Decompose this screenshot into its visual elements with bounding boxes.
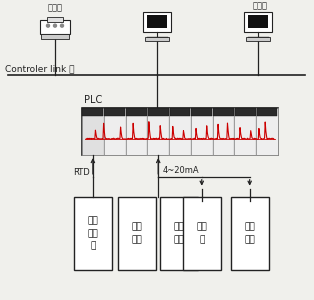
- Text: 4~20mA: 4~20mA: [162, 166, 199, 175]
- Bar: [248, 15, 268, 28]
- Bar: [170, 108, 190, 116]
- Bar: [82, 108, 104, 155]
- Bar: [82, 108, 278, 155]
- Circle shape: [53, 24, 57, 27]
- Bar: [169, 108, 191, 155]
- Bar: [126, 108, 147, 155]
- Bar: [148, 108, 169, 116]
- Bar: [256, 108, 278, 155]
- Text: 操作站: 操作站: [252, 1, 268, 10]
- Bar: [126, 108, 147, 116]
- Bar: [83, 108, 103, 116]
- Bar: [143, 12, 171, 32]
- Text: PLC: PLC: [84, 95, 102, 105]
- Text: 变频
器: 变频 器: [196, 223, 207, 244]
- Bar: [104, 108, 126, 155]
- Bar: [191, 108, 213, 155]
- Text: 温度
传感
器: 温度 传感 器: [88, 217, 98, 250]
- Bar: [235, 108, 256, 116]
- Bar: [246, 37, 270, 41]
- Bar: [40, 20, 70, 34]
- Bar: [147, 15, 167, 28]
- Text: 压流
转电: 压流 转电: [132, 223, 143, 244]
- Bar: [145, 37, 169, 41]
- Text: 力量
速流: 力量 速流: [174, 223, 185, 244]
- Bar: [104, 108, 125, 116]
- Bar: [213, 108, 235, 155]
- Bar: [47, 17, 63, 22]
- Bar: [213, 108, 234, 116]
- Circle shape: [46, 24, 50, 27]
- Bar: [235, 108, 256, 155]
- Bar: [231, 196, 269, 270]
- Bar: [160, 196, 198, 270]
- Bar: [244, 12, 272, 32]
- Bar: [192, 108, 212, 116]
- Bar: [41, 34, 69, 39]
- Circle shape: [61, 24, 63, 27]
- Text: Controler link 网: Controler link 网: [5, 64, 74, 74]
- Bar: [183, 196, 221, 270]
- Text: RTD: RTD: [73, 168, 90, 177]
- Bar: [74, 196, 112, 270]
- Bar: [147, 108, 169, 155]
- Bar: [118, 196, 156, 270]
- Bar: [257, 108, 278, 116]
- Text: 离散
信号: 离散 信号: [244, 223, 255, 244]
- Text: 打印机: 打印机: [47, 3, 62, 12]
